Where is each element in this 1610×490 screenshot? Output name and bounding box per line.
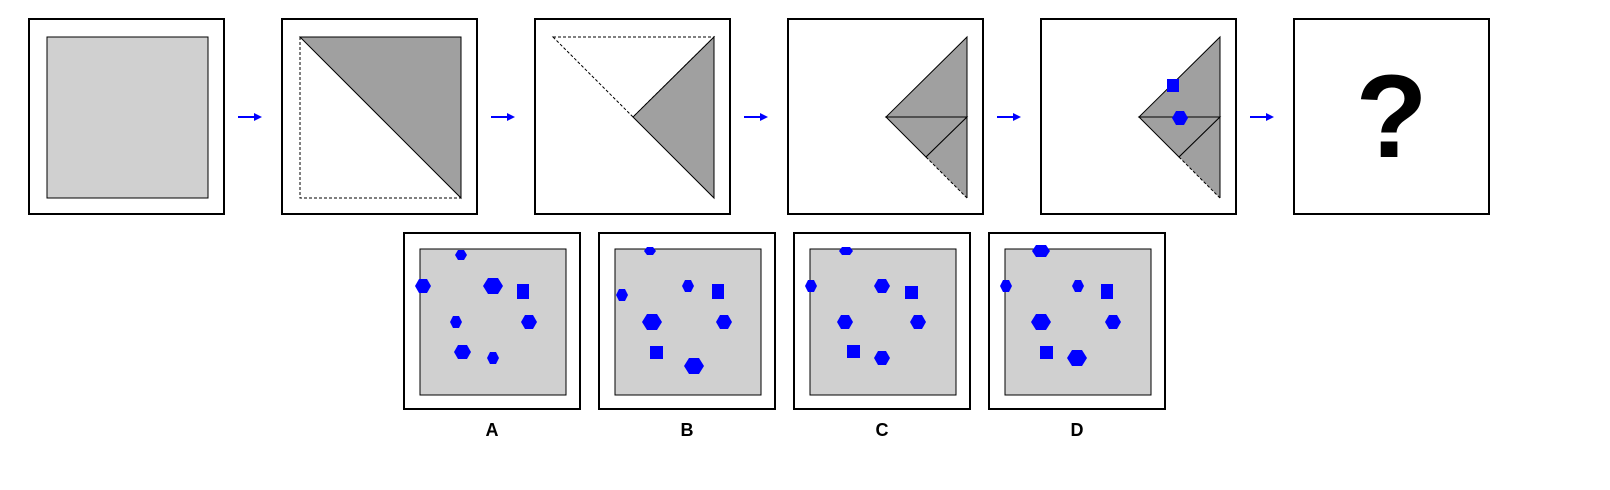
folded-triangle-back <box>926 117 967 198</box>
option-a-drawing <box>415 248 567 396</box>
step-5-panel <box>1040 18 1237 215</box>
hexagon-hole <box>682 280 694 292</box>
square-hole <box>712 284 724 299</box>
square-hole <box>650 346 663 359</box>
square-hole <box>517 284 529 299</box>
question-mark: ? <box>1355 50 1428 183</box>
paper-square <box>1004 248 1152 396</box>
step-2-panel <box>281 18 478 215</box>
question-panel: ? <box>1293 18 1490 215</box>
hexagon-hole <box>642 314 662 330</box>
option-b-label: B <box>680 420 694 440</box>
option-c-drawing <box>805 247 957 396</box>
hexagon-hole <box>837 315 853 329</box>
paper-square <box>809 248 957 396</box>
hexagon-hole <box>874 279 890 293</box>
option-a-card[interactable] <box>403 232 581 410</box>
hexagon-hole <box>616 289 628 301</box>
option-b-drawing <box>614 247 762 396</box>
hexagon-hole <box>483 278 503 294</box>
step-1-drawing <box>46 36 209 199</box>
option-c-card[interactable] <box>793 232 971 410</box>
hexagon-hole <box>716 315 732 329</box>
hexagon-hole <box>1105 315 1121 329</box>
option-d-card[interactable] <box>988 232 1166 410</box>
folded-triangle-upper <box>1137 35 1221 118</box>
folded-triangle <box>298 36 462 200</box>
option-a-label: A <box>485 420 499 440</box>
hexagon-hole <box>415 279 431 293</box>
option-d-label: D <box>1070 420 1084 440</box>
step-2-drawing <box>298 36 462 200</box>
fold-outline-dashed <box>299 37 461 199</box>
arrow-right-icon <box>238 113 262 121</box>
option-c-label: C <box>875 420 889 440</box>
square-hole <box>1167 79 1179 92</box>
hexagon-hole <box>1000 280 1012 292</box>
arrow-right-icon <box>744 113 768 121</box>
hexagon-hole <box>487 352 499 364</box>
arrow-right-icon <box>1250 113 1274 121</box>
hexagon-hole <box>454 345 471 359</box>
hexagon-hole <box>839 247 853 255</box>
hexagon-hole <box>684 358 704 374</box>
arrow-right-icon <box>997 113 1021 121</box>
hexagon-hole <box>1067 350 1087 366</box>
paper-square <box>46 36 209 199</box>
square-hole <box>1040 346 1053 359</box>
option-d-drawing <box>1000 245 1152 396</box>
square-hole <box>905 286 918 299</box>
hexagon-hole <box>1072 280 1084 292</box>
square-hole <box>1101 284 1113 299</box>
hexagon-hole <box>805 280 817 292</box>
step-3-drawing <box>551 35 716 200</box>
hexagon-hole <box>1031 314 1051 330</box>
square-hole <box>847 345 860 358</box>
hexagon-hole <box>450 316 462 328</box>
hexagon-hole <box>910 315 926 329</box>
hexagon-hole <box>521 315 537 329</box>
step-4-panel <box>787 18 984 215</box>
step-3-panel <box>534 18 731 215</box>
paper-square <box>419 248 567 396</box>
option-b-card[interactable] <box>598 232 776 410</box>
step-1-panel <box>28 18 225 215</box>
arrow-right-icon <box>491 113 515 121</box>
paper-square <box>614 248 762 396</box>
folded-triangle <box>632 35 715 200</box>
hexagon-hole <box>455 250 467 260</box>
folded-triangle-upper <box>884 35 968 118</box>
hexagon-hole <box>874 351 890 365</box>
hexagon-hole <box>1172 111 1188 125</box>
step-5-drawing <box>1137 35 1222 199</box>
step-4-drawing <box>884 35 969 199</box>
hexagon-hole <box>1032 245 1050 257</box>
folded-triangle-back <box>1179 117 1220 198</box>
hexagon-hole <box>644 247 656 255</box>
